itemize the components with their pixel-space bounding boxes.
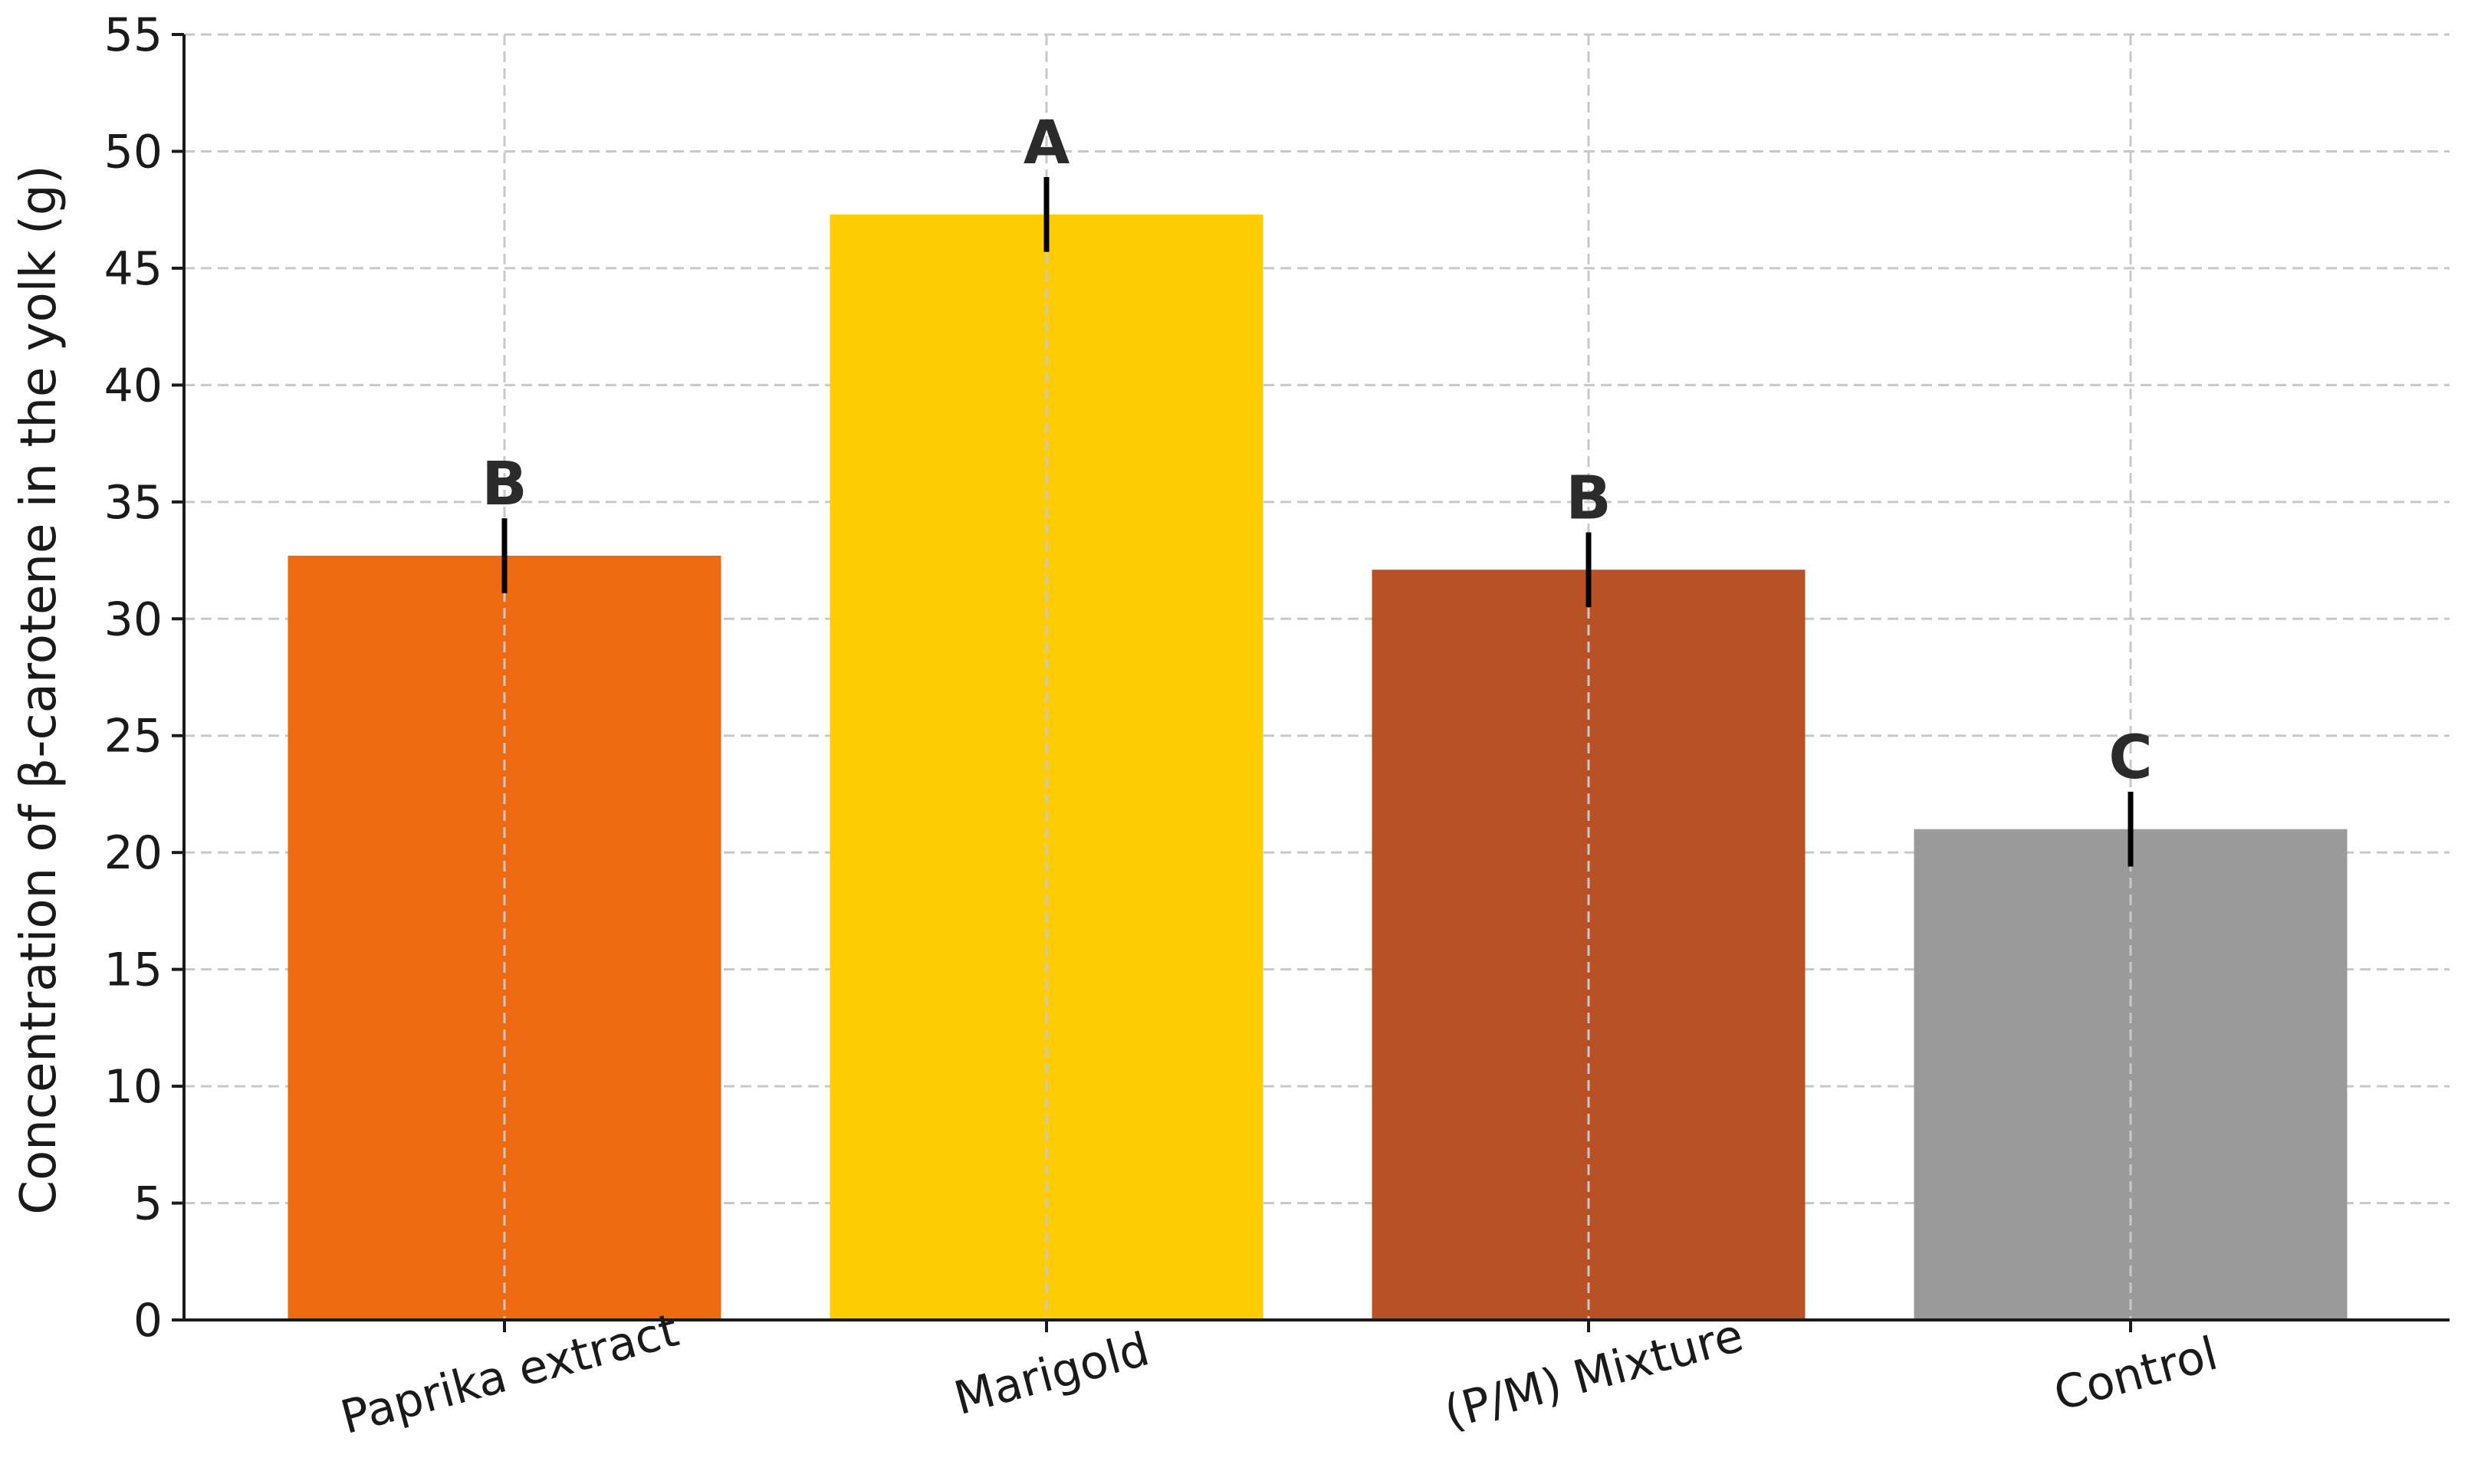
y-tick-label: 5 [133, 1177, 163, 1231]
x-tick-label: (P/M) Mixture [1439, 1308, 1749, 1440]
significance-labels: B A B C [481, 109, 2152, 793]
y-tick-label: 50 [104, 125, 163, 179]
significance-label: C [2108, 724, 2152, 793]
y-tick-label: 10 [104, 1060, 163, 1114]
y-axis-title: Concentration of β-carotene in the yolk … [11, 165, 67, 1214]
significance-label: B [481, 450, 527, 519]
y-tick-label: 20 [104, 826, 163, 880]
y-tick-label: 30 [104, 593, 163, 646]
x-tick-label: Control [2049, 1327, 2223, 1422]
y-tick-labels: 0 5 10 15 20 25 30 35 40 45 50 55 [104, 8, 163, 1348]
x-tick-labels: Paprika extract Marigold (P/M) Mixture Cont… [335, 1303, 2223, 1445]
bars [288, 34, 2348, 1320]
y-tick-label: 15 [104, 944, 163, 997]
y-tick-label: 35 [104, 476, 163, 530]
axes [172, 33, 2450, 1332]
y-tick-label: 45 [104, 242, 163, 296]
x-tick-label: Paprika extract [335, 1303, 684, 1445]
y-tick-label: 40 [104, 359, 163, 412]
significance-label: A [1024, 109, 1070, 178]
x-tick-label: Marigold [948, 1322, 1155, 1426]
y-tick-label: 0 [133, 1294, 163, 1348]
significance-label: B [1566, 464, 1611, 533]
y-tick-label: 25 [104, 710, 163, 763]
error-bars [501, 176, 2134, 867]
y-tick-label: 55 [104, 8, 163, 62]
